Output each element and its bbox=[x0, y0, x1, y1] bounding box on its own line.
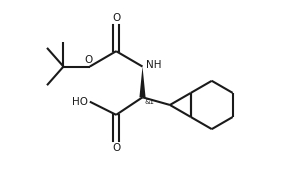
Text: O: O bbox=[112, 143, 120, 153]
Text: NH: NH bbox=[146, 60, 162, 70]
Text: HO: HO bbox=[72, 97, 88, 107]
Text: &1: &1 bbox=[144, 99, 154, 105]
Text: O: O bbox=[112, 13, 120, 23]
Text: O: O bbox=[85, 55, 93, 65]
Polygon shape bbox=[139, 67, 146, 97]
